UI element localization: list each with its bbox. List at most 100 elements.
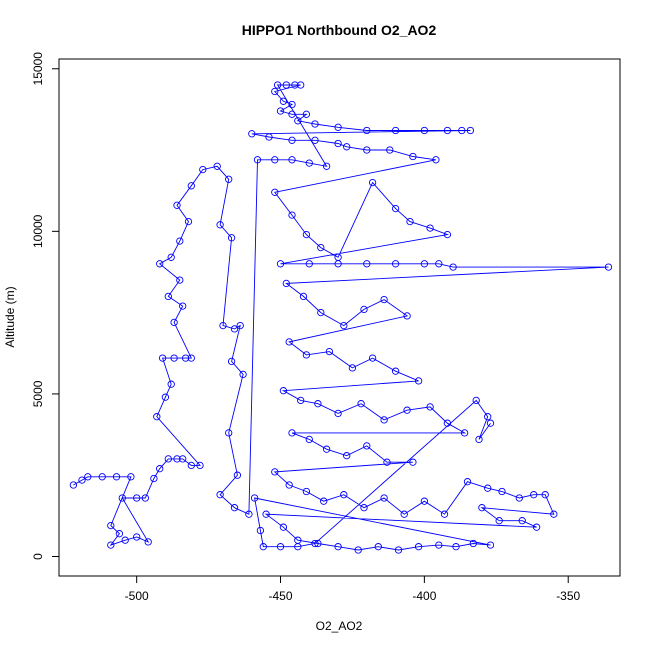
data-point: [406, 217, 414, 226]
data-point: [305, 435, 313, 444]
data-point: [322, 445, 331, 453]
x-tick-label: -400: [412, 589, 436, 603]
data-point: [550, 510, 558, 518]
data-point: [311, 136, 319, 144]
data-point: [343, 143, 351, 151]
data-point: [343, 452, 351, 460]
data-point: [334, 123, 342, 131]
plot-frame: [58, 58, 621, 577]
data-point: [420, 260, 429, 268]
data-point: [156, 465, 164, 473]
data-point: [271, 156, 279, 164]
data-point: [184, 217, 193, 226]
data-point: [179, 302, 187, 310]
data-point: [478, 504, 486, 512]
data-point: [170, 354, 178, 362]
data-point: [173, 455, 181, 463]
data-point: [98, 473, 106, 481]
data-point: [225, 429, 233, 437]
data-point: [354, 546, 362, 554]
data-point: [414, 377, 423, 385]
data-point: [409, 458, 417, 466]
data-point: [484, 484, 492, 492]
data-point: [426, 224, 434, 232]
data-point: [302, 110, 311, 118]
x-axis: -500 -450 -400 -350: [125, 576, 581, 603]
data-point: [230, 325, 239, 333]
data-point: [435, 541, 443, 549]
data-point: [317, 308, 325, 317]
data-point: [302, 351, 311, 359]
data-point: [420, 126, 429, 135]
data-point: [294, 117, 302, 125]
data-point: [279, 387, 288, 395]
data-point: [291, 81, 299, 89]
data-point: [322, 162, 331, 170]
data-point: [400, 510, 408, 518]
data-point: [515, 494, 523, 502]
data-point: [239, 370, 247, 379]
data-point: [297, 81, 305, 89]
data-point: [176, 237, 184, 245]
data-point: [288, 136, 296, 144]
plot-area: [58, 58, 621, 577]
data-point: [463, 478, 472, 486]
data-point: [374, 543, 382, 551]
x-tick-label: -350: [556, 589, 580, 603]
data-point: [414, 543, 423, 551]
data-point: [368, 354, 377, 362]
data-point: [250, 494, 259, 502]
data-point: [486, 541, 495, 549]
data-point: [161, 393, 170, 401]
data-point: [282, 279, 290, 288]
data-point: [334, 409, 342, 418]
data-point: [279, 97, 288, 105]
data-point: [317, 243, 325, 252]
data-point: [271, 87, 279, 96]
y-axis: 0 5000 10000 15000: [31, 52, 59, 560]
data-point: [164, 292, 172, 301]
data-point: [78, 476, 86, 484]
data-point: [472, 396, 480, 405]
data-point: [334, 260, 342, 268]
data-point: [391, 126, 400, 135]
data-point: [458, 126, 466, 135]
data-point: [118, 494, 126, 502]
data-point: [288, 110, 296, 118]
data-point: [107, 521, 115, 530]
data-point: [311, 120, 319, 128]
data-point: [380, 295, 388, 304]
data-point: [156, 260, 164, 268]
data-point: [363, 146, 371, 154]
data-point: [253, 156, 262, 164]
data-point: [305, 159, 313, 167]
data-point: [486, 419, 495, 427]
data-point: [380, 416, 388, 424]
data-point: [271, 468, 279, 476]
data-point: [394, 546, 403, 554]
data-point: [227, 234, 236, 242]
data-point: [466, 126, 475, 135]
data-point: [495, 517, 503, 525]
data-point: [187, 182, 195, 190]
data-point: [340, 321, 348, 330]
data-point: [288, 211, 296, 219]
data-point: [230, 504, 239, 512]
series-line: [73, 84, 609, 551]
data-point: [325, 347, 334, 356]
data-point: [245, 510, 253, 518]
data-point: [262, 510, 270, 518]
data-point: [216, 491, 224, 499]
data-point: [435, 260, 443, 268]
data-point: [363, 442, 371, 450]
data-point: [219, 321, 227, 330]
data-point: [273, 81, 282, 89]
data-point: [276, 107, 285, 115]
data-point: [170, 318, 178, 327]
y-tick-label: 15000: [31, 52, 45, 86]
data-point: [311, 539, 319, 548]
data-point: [285, 338, 293, 346]
data-point: [363, 260, 371, 268]
data-point: [133, 533, 141, 541]
